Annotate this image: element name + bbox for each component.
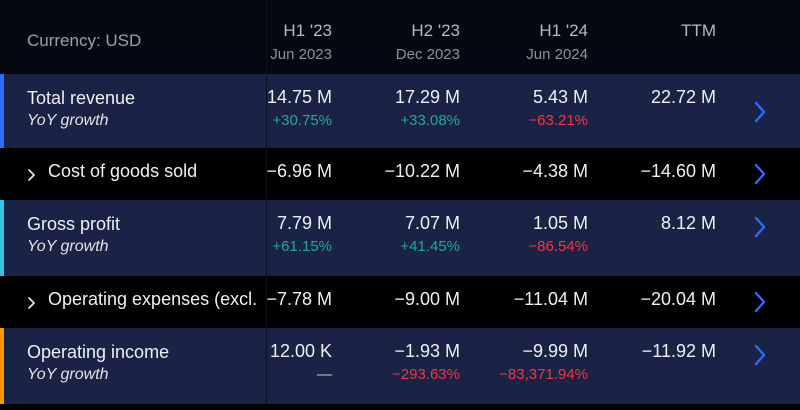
row-accent-bar (0, 74, 4, 148)
column-period: H2 '23 (411, 21, 460, 40)
cell-growth: −293.63% (392, 366, 460, 383)
table-row-operating-expenses[interactable]: Operating expenses (excl. −7.78 M −9.00 … (0, 276, 800, 328)
currency-label: Currency: USD (27, 31, 142, 50)
cell-value: −4.38 M (522, 161, 588, 181)
expand-caret-icon[interactable] (27, 168, 37, 182)
row-label-cell: Operating expenses (excl. (0, 276, 266, 328)
column-period: TTM (681, 21, 716, 40)
expand-caret-icon[interactable] (27, 296, 37, 310)
cell-value: −7.78 M (266, 289, 332, 309)
cell-growth: −83,371.94% (499, 366, 588, 383)
column-date: Jun 2023 (270, 46, 332, 63)
table-row-total-revenue[interactable]: Total revenue YoY growth 14.75 M 17.29 M… (0, 74, 800, 148)
cell-value: 7.79 M (276, 213, 332, 233)
cell-value: −11.92 M (641, 341, 716, 361)
chevron-right-icon[interactable] (752, 99, 768, 125)
cell-growth: +33.08% (400, 112, 460, 129)
column-date: Jun 2024 (526, 46, 588, 63)
chevron-right-icon[interactable] (752, 342, 768, 368)
column-date: Dec 2023 (395, 46, 460, 63)
cell-growth: — (317, 366, 332, 383)
row-accent-bar (0, 200, 4, 276)
cell-value: 12.00 K (269, 341, 332, 361)
cell-value: −14.60 M (640, 161, 716, 181)
row-label: Cost of goods sold (48, 161, 198, 181)
cell-value: 7.07 M (404, 213, 460, 233)
cell-value: 8.12 M (660, 213, 716, 233)
row-accent-bar (0, 328, 4, 404)
cell-growth: +30.75% (272, 112, 332, 129)
cell-value: 14.75 M (266, 87, 332, 107)
cell-value: 1.05 M (532, 213, 588, 233)
chevron-right-icon[interactable] (752, 289, 768, 315)
row-label: Operating expenses (excl. (48, 289, 258, 309)
column-header-h1-23[interactable]: H1 '23 Jun 2023 (270, 20, 332, 66)
table-row-operating-income[interactable]: Operating income YoY growth 12.00 K −1.9… (0, 328, 800, 404)
column-header-h1-24[interactable]: H1 '24 Jun 2024 (526, 20, 588, 66)
table-row-cost-of-goods-sold[interactable]: Cost of goods sold −6.96 M −10.22 M −4.3… (0, 148, 800, 200)
cell-value: 17.29 M (394, 87, 460, 107)
row-sublabel: YoY growth (27, 238, 109, 255)
column-period: H1 '23 (283, 21, 332, 40)
label-column-divider (266, 0, 267, 404)
cell-value: −1.93 M (394, 341, 460, 361)
column-period: H1 '24 (539, 21, 588, 40)
column-header-ttm[interactable]: TTM (681, 20, 716, 42)
row-label: Operating income (27, 342, 170, 362)
cell-value: 22.72 M (650, 87, 716, 107)
row-sublabel: YoY growth (27, 366, 109, 383)
cell-value: −11.04 M (513, 289, 588, 309)
cell-growth: −63.21% (528, 112, 588, 129)
cell-value: −9.00 M (394, 289, 460, 309)
cell-growth: +61.15% (272, 238, 332, 255)
row-label: Total revenue (27, 88, 136, 108)
row-label: Gross profit (27, 214, 121, 234)
row-sublabel: YoY growth (27, 112, 109, 129)
table-row-gross-profit[interactable]: Gross profit YoY growth 7.79 M 7.07 M 1.… (0, 200, 800, 276)
cell-growth: −86.54% (528, 238, 588, 255)
column-header-h2-23[interactable]: H2 '23 Dec 2023 (396, 20, 460, 66)
chevron-right-icon[interactable] (752, 214, 768, 240)
cell-value: −6.96 M (266, 161, 332, 181)
table-header: Currency: USD H1 '23 Jun 2023 H2 '23 Dec… (0, 0, 800, 74)
cell-value: −9.99 M (522, 341, 588, 361)
cell-growth: +41.45% (400, 238, 460, 255)
cell-value: −20.04 M (640, 289, 716, 309)
chevron-right-icon[interactable] (752, 161, 768, 187)
cell-value: 5.43 M (532, 87, 588, 107)
cell-value: −10.22 M (384, 161, 460, 181)
